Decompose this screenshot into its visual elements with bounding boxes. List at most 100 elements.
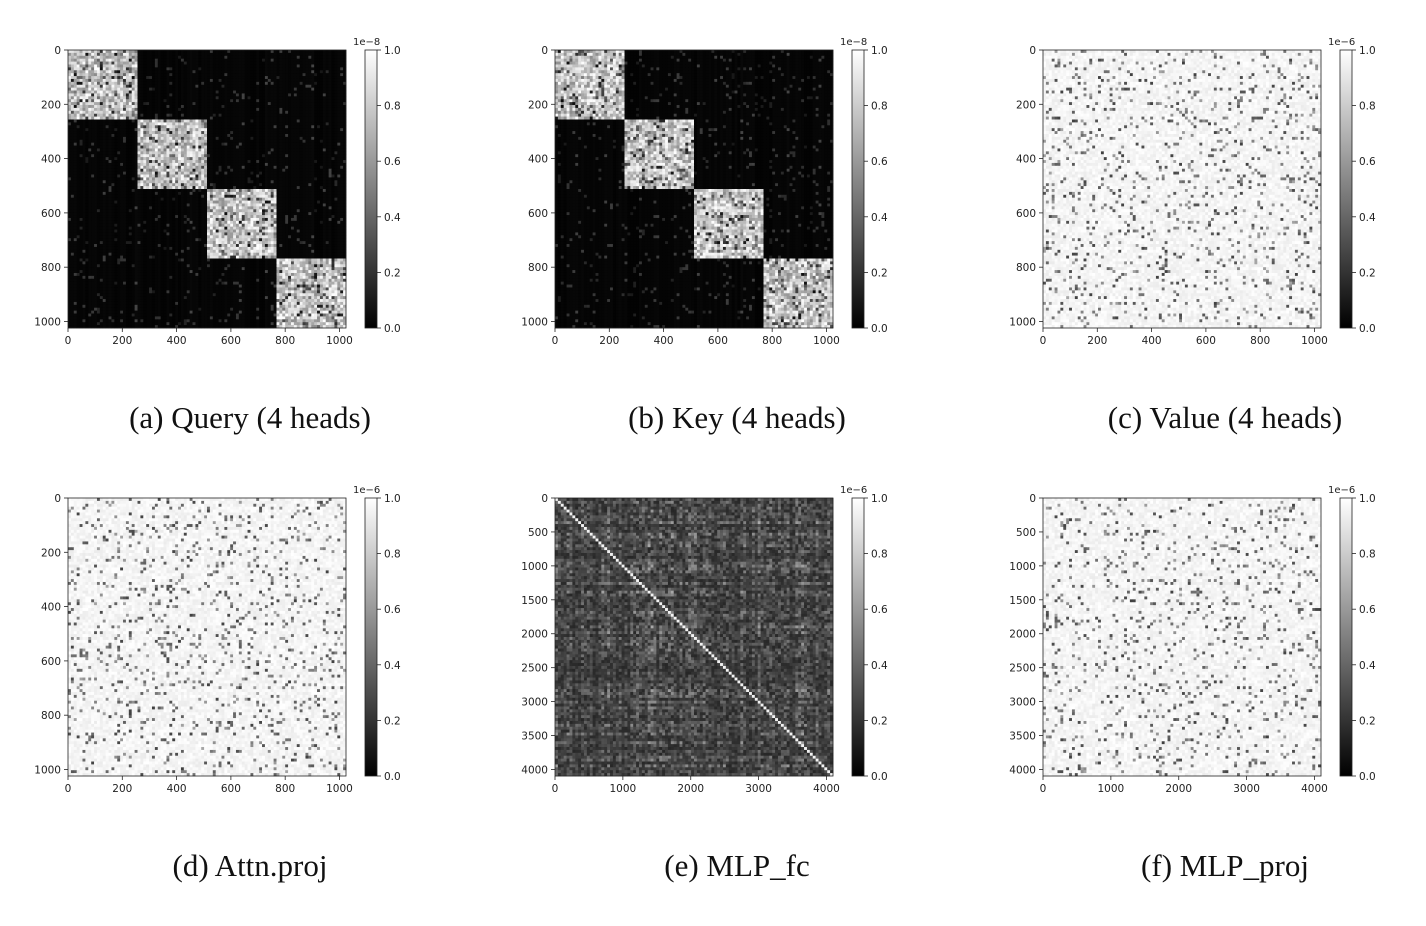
heatmap-cell — [137, 191, 141, 196]
heatmap-cell — [105, 171, 109, 175]
heatmap-cell — [334, 157, 338, 161]
heatmap-cell — [68, 128, 72, 132]
heatmap-cell — [302, 105, 306, 109]
heatmap-cell — [108, 73, 112, 77]
heatmap-cell — [128, 105, 133, 109]
heatmap-cell — [293, 145, 298, 149]
heatmap-cell — [322, 96, 327, 100]
heatmap-cell — [137, 116, 141, 120]
heatmap-cell — [192, 67, 196, 71]
heatmap-cell — [322, 99, 327, 103]
heatmap-cell — [288, 50, 292, 54]
heatmap-cell — [241, 90, 245, 94]
heatmap-cell — [238, 183, 243, 187]
heatmap-cell — [328, 58, 332, 62]
heatmap-cell — [137, 180, 141, 184]
heatmap-cell — [108, 119, 112, 123]
heatmap-cell — [94, 151, 98, 155]
heatmap-cell — [76, 157, 80, 161]
heatmap-cell — [322, 61, 327, 65]
heatmap-cell — [264, 55, 269, 59]
heatmap-cell — [276, 139, 280, 143]
heatmap-cell — [68, 61, 72, 65]
heatmap-cell — [140, 160, 144, 164]
heatmap-cell — [134, 151, 138, 155]
heatmap-cell — [308, 76, 312, 80]
heatmap-cell — [128, 186, 133, 190]
heatmap-cell — [175, 90, 179, 94]
heatmap-cell — [172, 148, 176, 152]
heatmap-cell — [192, 61, 196, 65]
heatmap-cell — [108, 189, 112, 193]
heatmap-cell — [299, 58, 303, 62]
heatmap-cell — [94, 125, 98, 129]
heatmap-cell — [204, 191, 208, 196]
heatmap-cell — [230, 78, 234, 83]
heatmap-cell — [224, 67, 228, 71]
heatmap-cell — [288, 90, 292, 94]
heatmap-cell — [201, 81, 205, 86]
heatmap-cell — [114, 154, 118, 158]
heatmap-cell — [221, 116, 225, 120]
heatmap-cell — [290, 160, 295, 164]
heatmap-cell — [302, 102, 306, 106]
heatmap-cell — [131, 105, 135, 109]
heatmap-cell — [311, 122, 315, 126]
heatmap-cell — [163, 148, 167, 152]
heatmap-cell — [218, 133, 222, 138]
heatmap-cell — [96, 197, 101, 201]
heatmap-cell — [250, 174, 254, 178]
heatmap-cell — [204, 145, 208, 149]
heatmap-cell — [262, 122, 266, 126]
heatmap-cell — [238, 61, 243, 65]
heatmap-cell — [68, 133, 72, 138]
heatmap-cell — [172, 93, 176, 97]
heatmap-cell — [183, 67, 188, 71]
heatmap-cell — [288, 64, 292, 68]
heatmap-cell — [140, 107, 144, 112]
heatmap-cell — [96, 96, 101, 100]
heatmap-cell — [259, 113, 263, 117]
heatmap-cell — [204, 52, 208, 57]
heatmap-cell — [209, 171, 214, 175]
heatmap-cell — [73, 96, 77, 100]
heatmap-cell — [212, 70, 216, 74]
heatmap-cell — [308, 142, 312, 146]
heatmap-cell — [178, 61, 182, 65]
heatmap-cell — [105, 128, 109, 132]
heatmap-cell — [235, 73, 240, 77]
heatmap-cell — [224, 142, 228, 146]
heatmap-cell — [250, 154, 254, 158]
heatmap-cell — [227, 131, 231, 135]
heatmap-cell — [273, 136, 277, 141]
heatmap-cell — [215, 177, 219, 181]
heatmap-cell — [166, 177, 170, 181]
heatmap-cell — [76, 128, 80, 132]
heatmap-cell — [256, 128, 260, 132]
heatmap-cell — [180, 55, 185, 59]
heatmap-cell — [331, 55, 335, 59]
heatmap-cell — [79, 151, 83, 155]
heatmap-cell — [319, 58, 324, 62]
heatmap-cell — [322, 119, 327, 123]
heatmap-cell — [273, 113, 277, 117]
heatmap-cell — [282, 84, 286, 88]
heatmap-cell — [70, 142, 75, 146]
heatmap-cell — [308, 128, 312, 132]
heatmap-cell — [299, 52, 303, 57]
heatmap-cell — [94, 160, 98, 164]
heatmap-cell — [137, 76, 141, 80]
heatmap-cell — [111, 87, 115, 91]
heatmap-cell — [299, 84, 303, 88]
heatmap-cell — [262, 197, 266, 201]
heatmap-cell — [331, 50, 335, 54]
heatmap-cell — [247, 116, 251, 120]
heatmap-cell — [183, 76, 188, 80]
heatmap-cell — [105, 142, 109, 146]
heatmap-cell — [250, 139, 254, 143]
heatmap-cell — [96, 99, 101, 103]
heatmap-cell — [125, 81, 130, 86]
heatmap-cell — [151, 58, 156, 62]
heatmap-cell — [215, 99, 219, 103]
heatmap-cell — [308, 194, 312, 198]
